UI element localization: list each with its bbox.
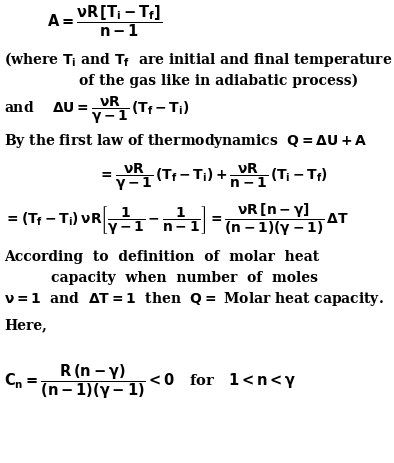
Text: and    $\mathbf{\Delta U = \dfrac{\nu R}{\gamma - 1}\,(T_f - T_i)}$: and $\mathbf{\Delta U = \dfrac{\nu R}{\g…	[4, 94, 189, 126]
Text: $\mathbf{= (T_f - T_i)\,\nu R\left[\dfrac{1}{\gamma - 1} - \dfrac{1}{n - 1}\righ: $\mathbf{= (T_f - T_i)\,\nu R\left[\dfra…	[4, 202, 349, 238]
Text: According  to  definition  of  molar  heat: According to definition of molar heat	[4, 250, 319, 264]
Text: By the first law of thermodynamics  $\mathbf{Q = \Delta U + A}$: By the first law of thermodynamics $\mat…	[4, 132, 367, 150]
Text: Here,: Here,	[4, 318, 47, 332]
Text: $\mathbf{C_n = \dfrac{R\,(n - \gamma)}{(n-1)(\gamma - 1)} < 0}$   for   $\mathbf: $\mathbf{C_n = \dfrac{R\,(n - \gamma)}{(…	[4, 363, 296, 401]
Text: (where $\mathbf{T_i}$ and $\mathbf{T_f}$  are initial and final temperature: (where $\mathbf{T_i}$ and $\mathbf{T_f}$…	[4, 50, 392, 69]
Text: $\mathbf{\nu = 1}$  and  $\mathbf{\Delta T = 1}$  then  $\mathbf{Q =}$ Molar hea: $\mathbf{\nu = 1}$ and $\mathbf{\Delta T…	[4, 290, 384, 307]
Text: of the gas like in adiabatic process): of the gas like in adiabatic process)	[79, 74, 358, 88]
Text: $\mathbf{= \dfrac{\nu R}{\gamma - 1}\,(T_f - T_i) + \dfrac{\nu R}{n - 1}\,(T_i -: $\mathbf{= \dfrac{\nu R}{\gamma - 1}\,(T…	[98, 161, 329, 193]
Text: $\mathbf{A = \dfrac{\nu R\,[ T_i - T_f ]}{n - 1}}$: $\mathbf{A = \dfrac{\nu R\,[ T_i - T_f ]…	[47, 3, 163, 38]
Text: capacity  when  number  of  moles: capacity when number of moles	[51, 271, 318, 285]
